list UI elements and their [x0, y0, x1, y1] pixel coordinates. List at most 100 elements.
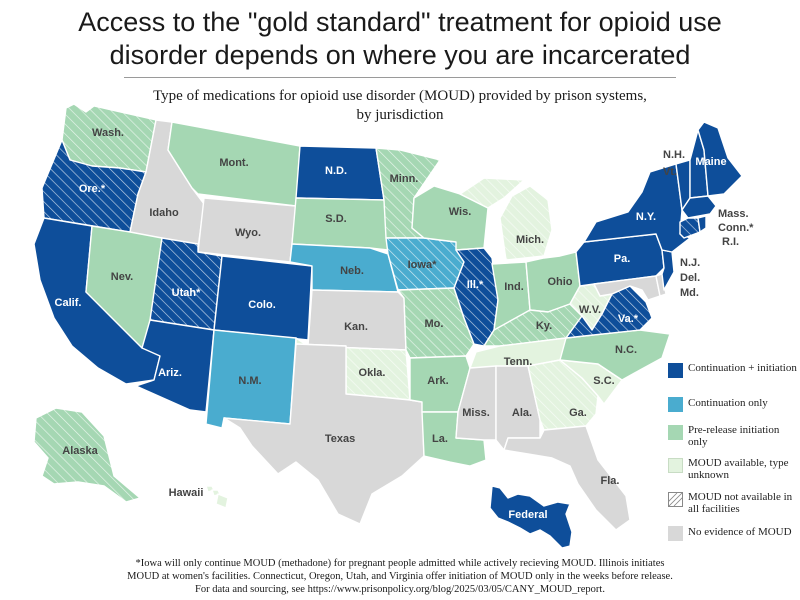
state-sd — [291, 197, 389, 251]
label-la: La. — [432, 433, 448, 445]
label-ri: R.I. — [722, 236, 739, 248]
legend-swatch — [668, 526, 683, 541]
chart-title: Access to the "gold standard" treatment … — [0, 6, 800, 72]
label-wv: W.V. — [579, 304, 601, 316]
legend-swatch — [668, 458, 683, 473]
label-az: Ariz. — [158, 367, 182, 379]
state-or-hatch — [42, 140, 146, 232]
label-nd: N.D. — [325, 165, 347, 177]
label-ma: Mass. — [718, 208, 749, 220]
label-wa: Wash. — [92, 127, 124, 139]
title-line-2: disorder depends on where you are incarc… — [109, 40, 691, 70]
state-ok-hatch — [296, 338, 410, 400]
legend-swatch — [668, 397, 683, 412]
label-mo: Mo. — [425, 318, 444, 330]
label-ia: Iowa* — [408, 259, 437, 271]
federal-prisons — [489, 485, 573, 549]
label-or: Ore.* — [79, 183, 106, 195]
label-tn: Tenn. — [504, 356, 533, 368]
state-hi — [205, 485, 229, 509]
label-sc: S.C. — [593, 375, 614, 387]
footnote-line-1: *Iowa will only continue MOUD (methadone… — [135, 558, 665, 569]
label-mn: Minn. — [390, 173, 419, 185]
state-mo-hatch — [398, 288, 474, 358]
legend-label: MOUD available, type unknown — [688, 457, 789, 481]
state-ct-hatch — [680, 218, 700, 238]
label-sd: S.D. — [325, 213, 346, 225]
label-nm: N.M. — [238, 375, 261, 387]
label-ky: Ky. — [536, 320, 552, 332]
legend-swatch — [668, 425, 683, 440]
footnote-line-3: For data and sourcing, see https://www.p… — [195, 584, 605, 595]
label-nh: N.H. — [663, 149, 685, 161]
title-divider — [124, 77, 676, 78]
state-de — [655, 273, 667, 297]
state-fl — [503, 425, 631, 531]
legend-label: No evidence of MOUD — [688, 526, 792, 538]
label-mt: Mont. — [219, 157, 248, 169]
label-id: Idaho — [149, 207, 179, 219]
state-ri — [697, 215, 707, 233]
label-wy: Wyo. — [235, 227, 261, 239]
label-vt: Vt. — [663, 166, 677, 178]
label-oh: Ohio — [547, 276, 572, 288]
label-al: Ala. — [512, 407, 532, 419]
legend-swatch-hatch — [668, 492, 683, 507]
label-md: Md. — [680, 287, 699, 299]
state-wa-hatch — [62, 104, 156, 172]
label-ny: N.Y. — [636, 211, 656, 223]
label-ca: Calif. — [55, 297, 82, 309]
state-me — [697, 121, 743, 197]
label-ok: Okla. — [359, 367, 386, 379]
label-il: Ill.* — [467, 279, 484, 291]
label-mi: Mich. — [516, 234, 544, 246]
state-mi-hatch — [500, 186, 552, 260]
label-ga: Ga. — [569, 407, 587, 419]
label-ar: Ark. — [427, 375, 448, 387]
label-federal: Federal — [508, 509, 547, 521]
legend-swatch — [668, 363, 683, 378]
state-il-hatch — [454, 248, 498, 346]
label-de: Del. — [680, 272, 700, 284]
state-ut-hatch — [150, 238, 222, 330]
label-pa: Pa. — [614, 253, 631, 265]
state-mi-up-hatch — [460, 178, 524, 208]
label-ak: Alaska — [62, 445, 98, 457]
title-line-1: Access to the "gold standard" treatment … — [78, 7, 722, 37]
state-mn-hatch — [376, 148, 440, 238]
label-ms: Miss. — [462, 407, 490, 419]
label-fl: Fla. — [601, 475, 620, 487]
label-ct: Conn.* — [718, 222, 754, 234]
footnote: *Iowa will only continue MOUD (methadone… — [0, 557, 800, 596]
label-nv: Nev. — [111, 271, 133, 283]
legend-label: Continuation only — [688, 397, 768, 409]
label-ut: Utah* — [172, 287, 201, 299]
state-wv-hatch — [570, 284, 612, 330]
legend-label: Pre-release initiation only — [688, 424, 780, 448]
subtitle-line-2: by jurisdiction — [356, 107, 444, 123]
state-va-hatch — [566, 286, 652, 338]
label-co: Colo. — [248, 299, 276, 311]
label-wi: Wis. — [449, 206, 472, 218]
chart-subtitle: Type of medications for opioid use disor… — [0, 87, 800, 125]
label-ks: Kan. — [344, 321, 368, 333]
label-hi: Hawaii — [169, 487, 204, 499]
label-ne: Neb. — [340, 265, 364, 277]
footnote-line-2: MOUD at women's facilities. Connecticut,… — [127, 571, 673, 582]
legend-label: Continuation + initiation — [688, 362, 797, 374]
label-va: Va.* — [618, 313, 639, 325]
subtitle-line-1: Type of medications for opioid use disor… — [153, 88, 647, 104]
state-ia-hatch — [386, 238, 464, 290]
state-ky-hatch — [484, 304, 582, 346]
state-co — [213, 255, 313, 341]
state-ak-hatch — [34, 408, 140, 502]
label-tx: Texas — [325, 433, 355, 445]
label-nc: N.C. — [615, 344, 637, 356]
legend-label: MOUD not available in all facilities — [688, 491, 793, 515]
state-tx — [223, 343, 425, 525]
state-ks — [307, 289, 407, 351]
label-in: Ind. — [504, 281, 524, 293]
state-nj — [661, 249, 675, 291]
label-me: Maine — [695, 156, 726, 168]
